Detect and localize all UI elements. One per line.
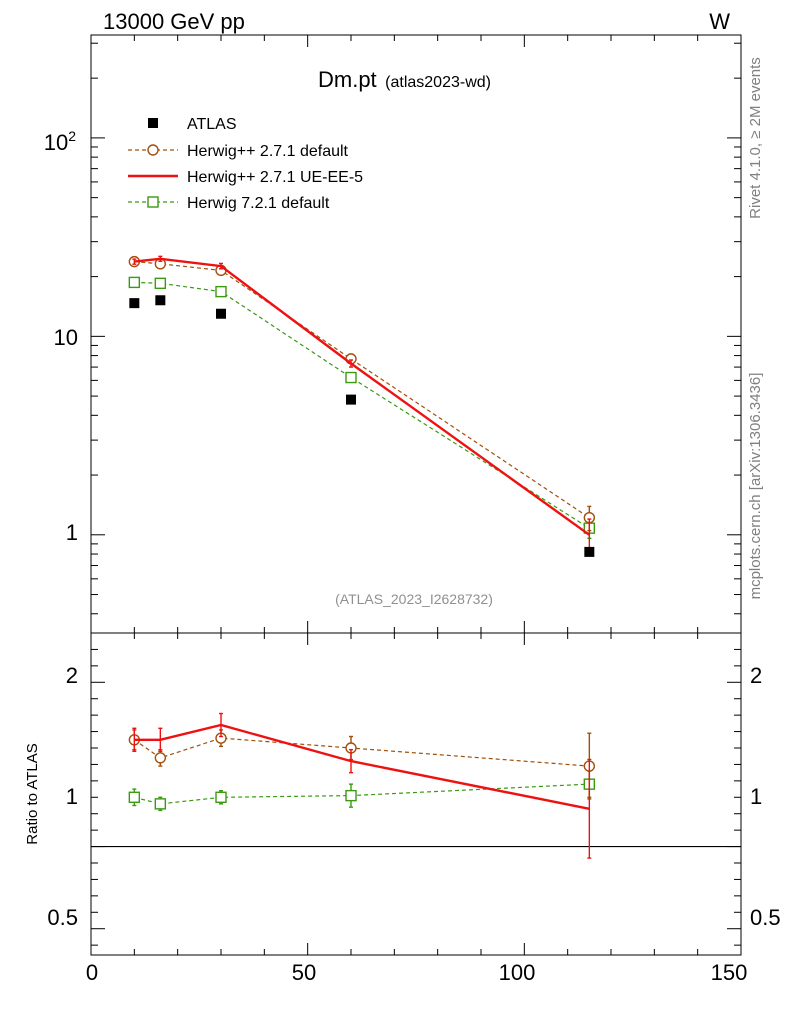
main-series-ueee5 — [132, 255, 592, 555]
ratio-axis-ticks — [90, 633, 742, 955]
ratio-line-default — [133, 737, 590, 767]
plot-title: Dm.pt (atlas2023-wd) — [318, 67, 491, 92]
main-line-default — [134, 261, 590, 519]
ratio-series-ueee5 — [132, 712, 592, 859]
plot-title-main: Dm.pt — [318, 67, 377, 92]
main-point-h7 — [128, 276, 141, 289]
main-line-ueee5 — [134, 257, 591, 536]
legend: ATLAS Herwig++ 2.7.1 default Herwig++ 2.… — [128, 116, 363, 212]
ytick-label-100: 102 — [44, 128, 76, 155]
legend-marker-herwig7 — [147, 196, 159, 208]
xtick-label-150: 150 — [711, 960, 748, 985]
legend-marker-herwig-default — [147, 144, 159, 156]
ratio-series-layer — [128, 712, 596, 859]
ratio-plot-frame — [90, 632, 742, 956]
ratio-ytick-label-1-right: 1 — [750, 784, 762, 809]
main-point-data — [346, 394, 356, 405]
ratio-point-h7 — [128, 791, 141, 803]
legend-label-atlas: ATLAS — [187, 116, 237, 133]
main-point-data — [584, 546, 595, 557]
main-point-h7 — [345, 371, 357, 384]
ratio-point-h7 — [345, 789, 357, 802]
side-label-version: Rivet 4.1.0, ≥ 2M events — [747, 57, 764, 219]
ytick-label-10: 10 — [54, 325, 78, 350]
analysis-watermark: (ATLAS_2023_I2628732) — [335, 591, 493, 607]
header-process: 13000 GeV pp — [103, 9, 245, 34]
ratio-point-default — [154, 752, 167, 764]
ratio-ytick-label-2-right: 2 — [750, 663, 762, 688]
legend-label-herwig-default: Herwig++ 2.7.1 default — [187, 143, 349, 160]
main-axis-ticks — [90, 35, 742, 633]
plot-title-sub: (atlas2023-wd) — [385, 74, 491, 91]
side-label-source: mcplots.cern.ch [arXiv:1306.3436] — [747, 373, 764, 600]
xtick-label-50: 50 — [292, 960, 316, 985]
main-point-h7 — [215, 285, 227, 298]
ratio-ytick-label-0-5-right: 0.5 — [750, 905, 781, 930]
header-observable-tag: W — [709, 9, 730, 34]
main-line-h7 — [134, 281, 590, 529]
main-point-data — [155, 295, 166, 306]
ratio-ytick-label-1: 1 — [66, 784, 78, 809]
xtick-label-100: 100 — [499, 960, 536, 985]
main-series-layer — [128, 255, 596, 557]
ratio-ytick-label-0-5: 0.5 — [47, 905, 78, 930]
main-point-data — [216, 308, 226, 319]
legend-marker-atlas — [148, 118, 158, 128]
main-point-data — [129, 298, 140, 309]
ratio-point-h7 — [215, 791, 227, 803]
ratio-y-axis-label: Ratio to ATLAS — [24, 743, 41, 844]
main-series-data — [129, 295, 595, 557]
legend-label-herwig7: Herwig 7.2.1 default — [187, 195, 330, 212]
main-point-h7 — [154, 277, 167, 290]
ratio-ytick-label-2: 2 — [66, 663, 78, 688]
main-series-h7 — [128, 276, 596, 540]
ratio-point-h7 — [154, 798, 167, 810]
legend-label-herwig-ueee5: Herwig++ 2.7.1 UE-EE-5 — [187, 169, 363, 186]
ytick-label-1: 1 — [66, 520, 78, 545]
ratio-line-ueee5 — [134, 723, 590, 810]
ratio-series-h7 — [128, 770, 596, 812]
xtick-label-0: 0 — [86, 960, 98, 985]
